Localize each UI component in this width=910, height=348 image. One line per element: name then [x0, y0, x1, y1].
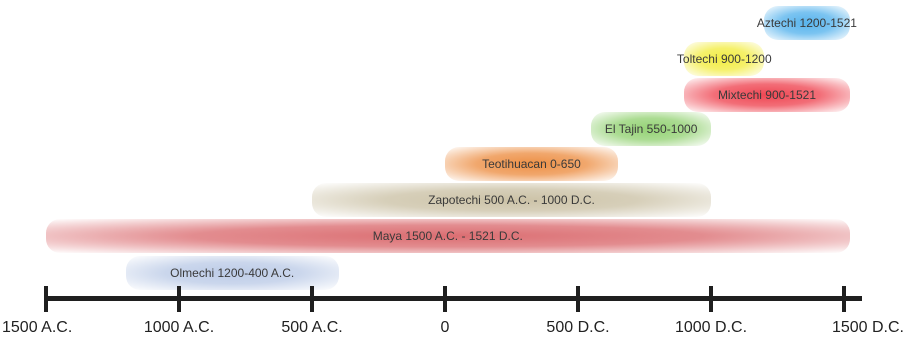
axis-tick-1000-dc — [709, 286, 713, 312]
bar-olmechi: Olmechi 1200-400 A.C. — [125, 256, 339, 290]
axis-tick-500-ac — [310, 286, 314, 312]
axis-tick-1500-dc — [842, 286, 846, 312]
axis-label-0: 0 — [440, 319, 450, 336]
bar-zapotechi: Zapotechi 500 A.C. - 1000 D.C. — [312, 183, 711, 217]
bar-toltechi-label: Toltechi 900-1200 — [676, 52, 772, 66]
timeline-axis — [46, 296, 862, 301]
bar-zapotechi-label: Zapotechi 500 A.C. - 1000 D.C. — [428, 193, 595, 207]
axis-tick-0 — [443, 286, 447, 312]
axis-tick-1000-ac — [177, 286, 181, 312]
bar-toltechi: Toltechi 900-1200 — [677, 42, 772, 76]
axis-label-1500-dc: 1500 D.C. — [831, 319, 904, 336]
axis-tick-1500-ac — [44, 286, 48, 312]
bar-olmechi-label: Olmechi 1200-400 A.C. — [170, 266, 295, 280]
axis-label-500-dc: 500 D.C. — [546, 319, 610, 336]
bar-teotihuacan-label: Teotihuacan 0-650 — [482, 157, 581, 171]
bar-aztechi-label: Aztechi 1200-1521 — [756, 16, 857, 30]
axis-label-500-ac: 500 A.C. — [281, 319, 343, 336]
bar-el-tajin: El Tajin 550-1000 — [591, 112, 711, 146]
bar-maya-label: Maya 1500 A.C. - 1521 D.C. — [372, 229, 523, 243]
bar-teotihuacan: Teotihuacan 0-650 — [445, 147, 618, 181]
bar-maya: Maya 1500 A.C. - 1521 D.C. — [46, 219, 850, 253]
axis-label-1000-ac: 1000 A.C. — [143, 319, 215, 336]
axis-label-1500-ac: 1500 A.C. — [2, 319, 73, 336]
bar-aztechi: Aztechi 1200-1521 — [757, 6, 857, 40]
bar-el-tajin-label: El Tajin 550-1000 — [604, 122, 698, 136]
bar-mixtechi-label: Mixtechi 900-1521 — [717, 88, 816, 102]
axis-label-1000-dc: 1000 D.C. — [674, 319, 748, 336]
bar-mixtechi: Mixtechi 900-1521 — [684, 78, 850, 112]
axis-tick-500-dc — [576, 286, 580, 312]
